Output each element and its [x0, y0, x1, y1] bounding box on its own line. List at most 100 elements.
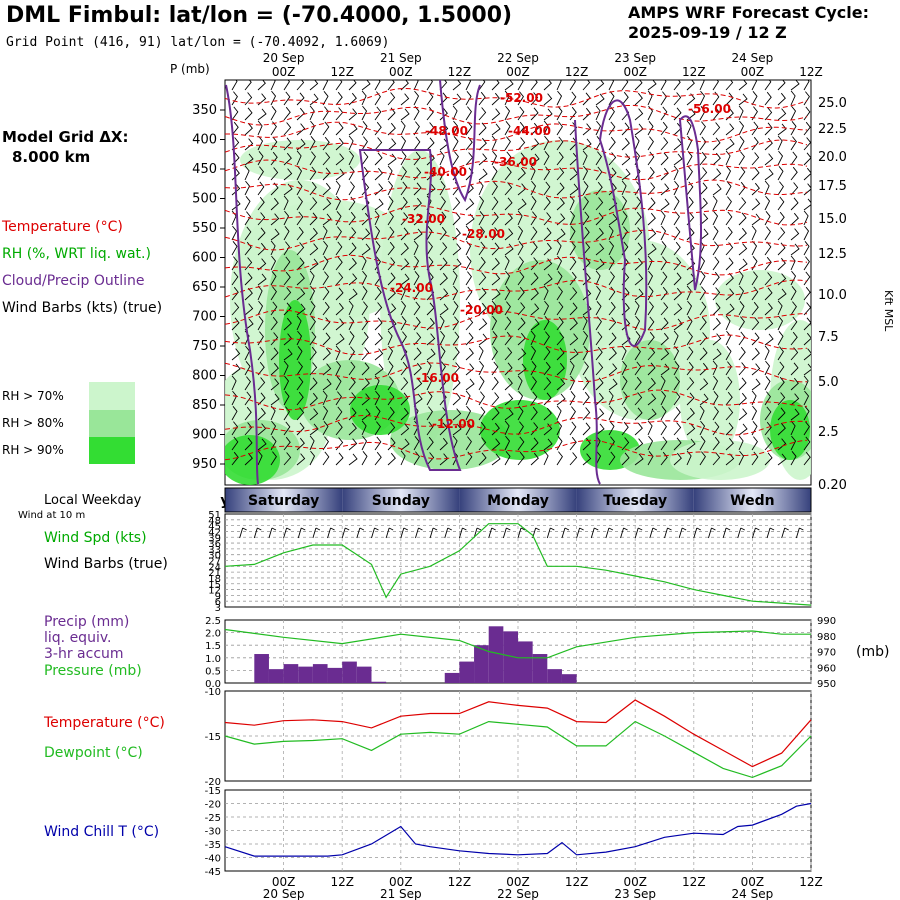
wind-barb-919 — [478, 376, 485, 391]
wind-barb-215 — [686, 135, 693, 151]
wind-barb-204 — [543, 135, 550, 151]
wind-barb-146 — [374, 121, 382, 136]
wind-barb-308 — [725, 165, 732, 181]
wind-barb-15 — [426, 80, 433, 91]
pressure-line — [224, 628, 811, 659]
wind-barb-364 — [283, 195, 289, 211]
temperature-contour-15 — [225, 439, 808, 461]
wind-barb-987 — [777, 392, 786, 406]
wind-barb-479 — [608, 225, 614, 241]
wind-barb-1167 — [777, 453, 787, 466]
wind-barb-126 — [699, 106, 706, 121]
wind-barb-1077 — [777, 422, 786, 436]
wind-barb-786 — [504, 331, 512, 346]
surface-barb-111 — [766, 527, 775, 539]
wind-barb-924 — [543, 377, 552, 391]
wind-barb-899 — [803, 363, 811, 376]
temperature-contour-label-8: -24.00 — [390, 281, 433, 295]
wind-barb-939 — [738, 377, 747, 391]
wind-barb-110 — [491, 108, 501, 121]
wind-barb-558 — [465, 256, 472, 271]
wind-barb-544 — [283, 256, 291, 271]
temperature-contour-2 — [225, 121, 808, 143]
wind-barb-395 — [686, 196, 694, 211]
wind-barb-1110 — [621, 437, 630, 451]
wind-barb-657 — [582, 288, 592, 301]
wind-barb-477 — [582, 226, 590, 241]
wind-barb-300 — [621, 168, 631, 181]
wind-barb-393 — [660, 198, 670, 211]
y-tick-1: 0.5 — [205, 666, 221, 677]
wind-barb-103 — [400, 108, 410, 121]
bottom-hour-6: 00Z — [623, 875, 647, 889]
height-tick-10: 0.20 — [818, 478, 847, 493]
wind-barb-589 — [283, 271, 291, 286]
weekday-label-3: Monday — [487, 493, 549, 509]
height-tick-0: 25.0 — [818, 96, 847, 111]
surface-barb-96 — [693, 527, 702, 539]
wind-barb-1086 — [309, 435, 315, 451]
height-tick-8: 5.0 — [818, 375, 839, 390]
wind-barb-430 — [556, 213, 566, 226]
wind-barb-898 — [790, 362, 799, 376]
surface-barb-36 — [400, 527, 409, 539]
wind-barb-498 — [270, 240, 276, 256]
wind-barb-132 — [777, 108, 787, 121]
temperature-contour-label-2: -48.00 — [425, 124, 468, 138]
wind-barb-268 — [790, 151, 798, 166]
wind-barb-152 — [452, 120, 459, 136]
wind-barb-892 — [712, 360, 718, 376]
wind-barb-517 — [517, 241, 524, 256]
wind-barb-610 — [556, 271, 563, 286]
wind-barb-586 — [244, 272, 253, 286]
temperature-contour-label-6: -32.00 — [402, 212, 445, 226]
weekday-cell-4 — [576, 488, 694, 512]
wind-barb-323 — [335, 180, 341, 196]
wind-barb-663 — [660, 286, 668, 301]
wind-barb-252 — [582, 150, 588, 166]
surface-barb-54 — [488, 527, 496, 539]
wind-barb-895 — [751, 363, 761, 376]
wind-barb-197 — [452, 136, 459, 151]
wind-barb-604 — [478, 272, 487, 286]
wind-barb-824 — [413, 347, 422, 361]
wind-barb-1063 — [595, 423, 605, 436]
wind-barb-952 — [322, 390, 328, 406]
wind-barb-854 — [803, 348, 811, 361]
wind-barb-890 — [686, 361, 694, 376]
wind-barb-721 — [244, 318, 254, 331]
precip-bar-20 — [547, 669, 562, 683]
wind-barb-605 — [491, 273, 501, 286]
wind-barb-538 — [790, 243, 800, 256]
wind-barb-971 — [569, 391, 576, 406]
wind-barb-494 — [803, 225, 810, 241]
wind-barb-148 — [400, 120, 406, 136]
wind-barb-247 — [517, 152, 526, 166]
wind-barb-782 — [452, 331, 460, 346]
wind-barb-618 — [660, 271, 668, 286]
wind-barb-996 — [309, 408, 319, 421]
wind-barb-89 — [803, 91, 810, 106]
wind-barb-163 — [595, 120, 602, 136]
wind-barb-188 — [335, 137, 344, 151]
legend-cloud: Cloud/Precip Outline — [2, 273, 145, 289]
wind-barb-5 — [296, 80, 305, 91]
wind-barb-1093 — [400, 438, 410, 451]
wind-barb-1013 — [530, 406, 538, 421]
temperature-contour-14 — [225, 414, 808, 436]
wind-barb-1080 — [231, 436, 239, 451]
wind-barb-866 — [374, 363, 384, 376]
wind-barb-88 — [790, 90, 796, 106]
weekday-cell-2 — [342, 488, 460, 512]
wind-barb-896 — [764, 360, 771, 376]
wind-barb-363 — [270, 197, 279, 211]
wind-barb-276 — [309, 166, 317, 181]
wind-barb-715 — [751, 301, 759, 316]
wind-barb-1055 — [491, 422, 500, 436]
wind-barb-480 — [621, 226, 628, 241]
wind-barb-891 — [699, 362, 708, 376]
wind-barb-38 — [725, 80, 734, 91]
wind-barb-748 — [595, 316, 602, 331]
wind-barb-716 — [764, 302, 773, 316]
wind-barb-762 — [777, 315, 784, 331]
